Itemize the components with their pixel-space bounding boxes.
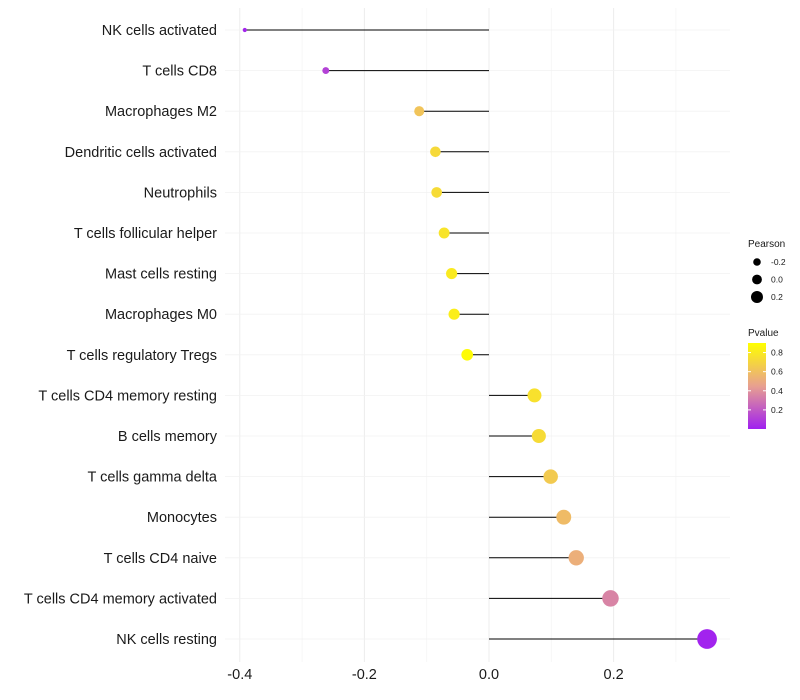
category-label: Dendritic cells activated — [65, 145, 217, 161]
color-legend-label: 0.6 — [771, 367, 783, 377]
category-label: Macrophages M0 — [105, 307, 217, 323]
x-tick-label: 0.2 — [604, 667, 624, 683]
size-legend-label: 0.0 — [771, 275, 783, 285]
category-label: Monocytes — [147, 510, 217, 526]
lollipop-points — [242, 27, 717, 649]
lollipop-point — [446, 268, 458, 280]
category-label: NK cells activated — [102, 23, 217, 39]
size-legend-label: 0.2 — [771, 292, 783, 302]
category-label: Macrophages M2 — [105, 104, 217, 120]
color-legend-label: 0.8 — [771, 348, 783, 358]
x-tick-label: 0.0 — [479, 667, 499, 683]
lollipop-point — [602, 590, 619, 607]
lollipop-point — [448, 308, 460, 320]
lollipop-point — [568, 550, 584, 566]
lollipop-point — [430, 146, 441, 158]
lollipop-point — [461, 348, 474, 361]
x-tick-label: -0.4 — [227, 667, 252, 683]
category-label: Neutrophils — [144, 185, 217, 201]
size-legend-key — [753, 258, 761, 266]
lollipop-point — [543, 469, 558, 484]
color-legend-label: 0.2 — [771, 405, 783, 415]
lollipop-point — [242, 27, 247, 33]
category-labels: NK cells activated T cells CD8 Macrophages… — [24, 23, 218, 648]
x-axis-ticks: -0.4 -0.2 0.0 0.2 — [227, 667, 623, 683]
size-legend-title: Pearson — [748, 239, 785, 250]
color-legend-bar — [748, 343, 766, 429]
lollipop-point — [531, 428, 546, 444]
category-label: T cells gamma delta — [88, 470, 218, 486]
lollipop-point — [322, 67, 330, 75]
lollipop-point — [438, 227, 450, 239]
x-tick-label: -0.2 — [352, 667, 377, 683]
lollipop-point — [431, 187, 442, 198]
legend: Pearson -0.2 0.0 0.2 Pvalue 0.8 0.6 0.4 0.2 — [748, 239, 786, 429]
category-label: T cells CD8 — [142, 64, 217, 80]
grid-lines — [225, 8, 730, 662]
lollipop-point — [527, 388, 542, 403]
category-label: T cells regulatory Tregs — [67, 348, 217, 364]
size-legend-label: -0.2 — [771, 257, 786, 267]
lollipop-point — [697, 629, 717, 649]
color-legend-title: Pvalue — [748, 328, 779, 339]
lollipop-point — [556, 509, 572, 525]
color-legend-label: 0.4 — [771, 386, 783, 396]
category-label: T cells CD4 naive — [104, 551, 217, 567]
category-label: B cells memory — [118, 429, 218, 445]
category-label: T cells CD4 memory resting — [38, 388, 217, 404]
lollipop-point — [414, 106, 425, 117]
category-label: NK cells resting — [116, 632, 217, 648]
size-legend-key — [752, 274, 762, 285]
category-label: Mast cells resting — [105, 267, 217, 283]
size-legend-key — [751, 291, 763, 303]
category-label: T cells CD4 memory activated — [24, 591, 217, 607]
category-label: T cells follicular helper — [74, 226, 217, 242]
lollipop-stems — [244, 29, 708, 640]
